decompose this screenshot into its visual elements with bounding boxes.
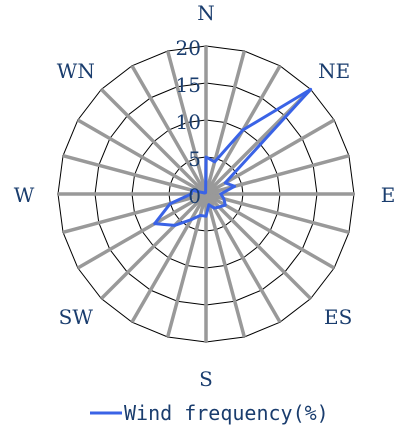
tick-label: 15 [176,73,201,97]
spoke [165,193,208,338]
direction-label: W [14,183,35,207]
tick-label: 20 [176,36,201,60]
spoke [205,192,336,270]
spoke [100,88,208,196]
spoke [204,193,282,324]
series-layer [153,87,313,227]
spoke [204,50,247,195]
direction-label: WN [57,59,95,83]
direction-label: E [381,183,396,207]
spoke [62,153,207,196]
spoke [100,192,208,300]
spoke [130,193,208,324]
direction-label: SW [59,305,94,329]
direction-labels: N NE E ES S SW W WN [14,1,396,391]
direction-label: ES [324,305,352,329]
direction-label: N [197,1,215,25]
tick-label: 10 [176,110,201,134]
spoke [62,192,207,235]
spoke [205,192,350,235]
spoke [204,192,312,300]
legend: Wind frequency(%) [90,401,329,425]
spoke [130,64,208,195]
spoke [204,193,247,338]
legend-label: Wind frequency(%) [124,401,329,425]
direction-label: S [199,367,213,391]
spoke [165,50,208,195]
radial-tick-labels: 0 5 10 15 20 [176,36,201,208]
direction-label: NE [318,59,350,83]
tick-label: 5 [188,147,201,171]
tick-label: 0 [188,184,201,208]
spoke [76,192,207,270]
spoke [76,118,207,196]
radial-spokes [58,46,354,342]
